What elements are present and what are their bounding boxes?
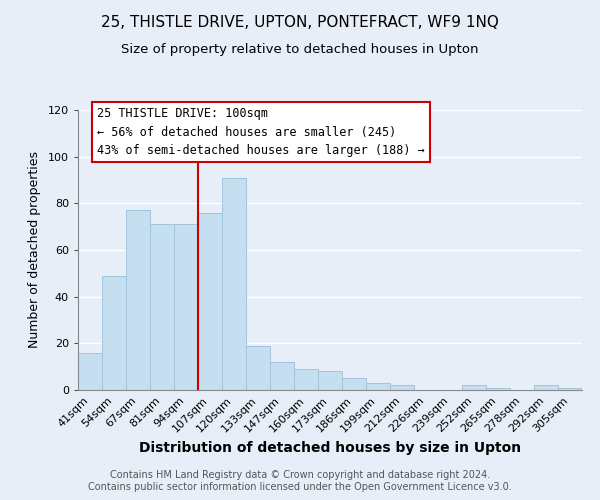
Bar bbox=[198, 212, 222, 390]
Bar bbox=[462, 386, 486, 390]
Bar bbox=[534, 386, 558, 390]
Bar bbox=[390, 386, 414, 390]
Bar bbox=[558, 388, 582, 390]
Y-axis label: Number of detached properties: Number of detached properties bbox=[28, 152, 41, 348]
Bar bbox=[150, 224, 174, 390]
Bar bbox=[486, 388, 510, 390]
Bar bbox=[246, 346, 270, 390]
Bar bbox=[126, 210, 150, 390]
Bar bbox=[78, 352, 102, 390]
Text: 25 THISTLE DRIVE: 100sqm
← 56% of detached houses are smaller (245)
43% of semi-: 25 THISTLE DRIVE: 100sqm ← 56% of detach… bbox=[97, 107, 425, 157]
Bar bbox=[174, 224, 198, 390]
Bar bbox=[222, 178, 246, 390]
Text: Contains public sector information licensed under the Open Government Licence v3: Contains public sector information licen… bbox=[88, 482, 512, 492]
Bar bbox=[294, 369, 318, 390]
Bar bbox=[270, 362, 294, 390]
X-axis label: Distribution of detached houses by size in Upton: Distribution of detached houses by size … bbox=[139, 441, 521, 455]
Bar bbox=[318, 372, 342, 390]
Bar bbox=[342, 378, 366, 390]
Text: Size of property relative to detached houses in Upton: Size of property relative to detached ho… bbox=[121, 42, 479, 56]
Bar bbox=[102, 276, 126, 390]
Bar bbox=[366, 383, 390, 390]
Text: 25, THISTLE DRIVE, UPTON, PONTEFRACT, WF9 1NQ: 25, THISTLE DRIVE, UPTON, PONTEFRACT, WF… bbox=[101, 15, 499, 30]
Text: Contains HM Land Registry data © Crown copyright and database right 2024.: Contains HM Land Registry data © Crown c… bbox=[110, 470, 490, 480]
